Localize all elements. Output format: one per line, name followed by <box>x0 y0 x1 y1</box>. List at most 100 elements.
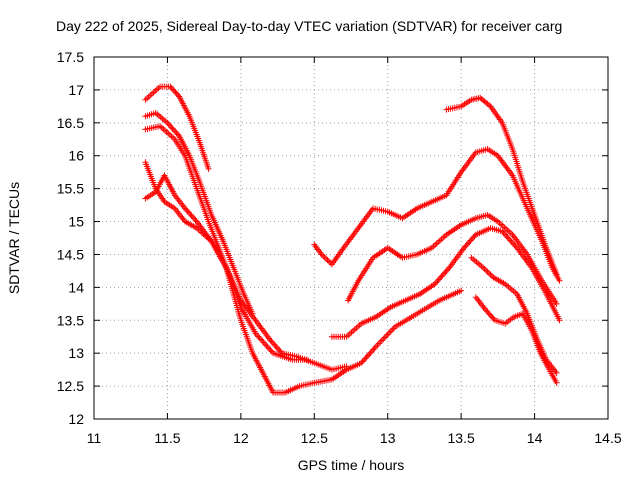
data-point <box>441 270 448 277</box>
data-point <box>263 342 270 349</box>
data-point <box>381 334 388 341</box>
data-point <box>471 233 478 240</box>
data-point <box>501 231 508 238</box>
data-point <box>489 314 496 321</box>
data-point <box>185 209 192 216</box>
data-point <box>168 85 175 92</box>
series-arc-b <box>142 109 256 317</box>
data-point <box>324 257 331 264</box>
data-point <box>431 281 438 288</box>
data-point <box>183 206 190 213</box>
data-point <box>267 347 274 354</box>
data-point <box>205 165 212 172</box>
y-tick-label: 16 <box>68 148 84 164</box>
x-tick-labels: 11 11.5 12 12.5 13 13.5 14 14.5 <box>87 430 622 446</box>
data-point <box>437 275 444 282</box>
data-point <box>375 340 382 347</box>
data-point <box>480 264 487 271</box>
data-point <box>370 346 377 353</box>
data-point <box>187 211 194 218</box>
series-arc-f <box>311 146 563 284</box>
data-point <box>359 358 366 365</box>
data-point <box>511 241 518 248</box>
data-point <box>276 347 283 354</box>
data-point <box>260 339 267 346</box>
data-point <box>468 236 475 243</box>
data-point <box>169 86 176 93</box>
series-arc-i <box>328 225 563 340</box>
x-tick-label: 14.5 <box>594 430 621 446</box>
data-point <box>277 348 284 355</box>
data-point <box>383 332 390 339</box>
data-point <box>484 268 491 275</box>
data-point <box>358 360 365 367</box>
data-point <box>439 272 446 279</box>
data-point <box>488 273 495 280</box>
data-point <box>269 339 276 346</box>
data-point <box>372 343 379 350</box>
data-point <box>553 369 560 376</box>
data-point <box>434 278 441 285</box>
data-point <box>174 92 181 99</box>
data-point <box>164 119 171 126</box>
data-point <box>266 345 273 352</box>
data-point <box>484 308 491 315</box>
y-tick-label: 13 <box>68 345 84 361</box>
y-tick-label: 12.5 <box>57 378 84 394</box>
data-point <box>490 315 497 322</box>
data-point <box>268 338 275 345</box>
data-point <box>255 333 262 340</box>
data-point <box>390 325 397 332</box>
data-point <box>435 276 442 283</box>
data-point <box>503 232 510 239</box>
data-point <box>267 337 274 344</box>
data-point <box>275 345 282 352</box>
data-point <box>172 128 179 135</box>
y-tick-label: 14.5 <box>57 246 84 262</box>
data-point <box>191 215 198 222</box>
data-point <box>165 121 172 128</box>
data-point <box>168 124 175 131</box>
data-point <box>378 337 385 344</box>
series-arc-e <box>142 172 465 396</box>
x-tick-label: 13 <box>380 430 396 446</box>
data-point <box>445 266 452 273</box>
data-point <box>464 240 471 247</box>
x-tick-label: 12.5 <box>301 430 328 446</box>
y-axis-title: SDTVAR / TECUs <box>6 182 22 294</box>
data-point <box>512 243 519 250</box>
data-point <box>507 237 514 244</box>
data-point <box>487 271 494 278</box>
data-point <box>486 102 493 109</box>
data-point <box>458 287 465 294</box>
y-tick-label: 12 <box>68 411 84 427</box>
data-point <box>256 334 263 341</box>
y-tick-label: 17.5 <box>57 49 84 65</box>
data-point <box>189 214 196 221</box>
data-point <box>386 329 393 336</box>
data-point <box>259 338 266 345</box>
series-arc-g <box>443 94 560 278</box>
data-point <box>556 317 563 324</box>
data-point <box>486 311 493 318</box>
data-point <box>318 251 325 258</box>
data-point <box>174 131 181 138</box>
data-point <box>483 267 490 274</box>
data-point <box>443 267 450 274</box>
y-tick-label: 16.5 <box>57 115 84 131</box>
data-point <box>170 127 177 134</box>
data-point <box>438 273 445 280</box>
data-point <box>463 241 470 248</box>
data-point <box>325 258 332 265</box>
data-point <box>172 89 179 96</box>
data-point <box>486 270 493 277</box>
data-point <box>360 357 367 364</box>
data-point <box>368 348 375 355</box>
data-point <box>323 255 330 262</box>
data-point <box>173 90 180 97</box>
data-point <box>387 328 394 335</box>
data-point <box>466 239 473 246</box>
series-arc-j <box>468 254 560 376</box>
data-point <box>481 266 488 273</box>
